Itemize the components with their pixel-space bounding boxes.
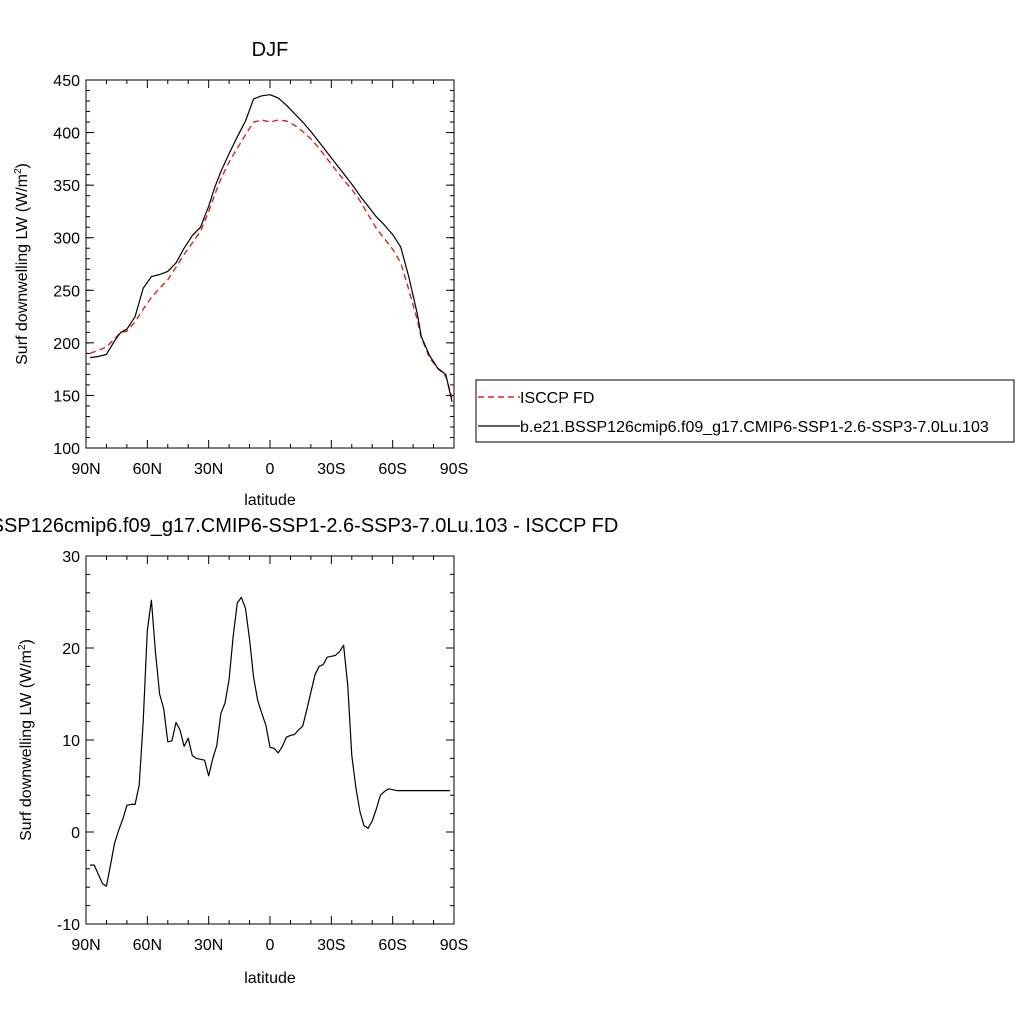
top-ytick-label: 250 — [53, 283, 80, 300]
top-xtick-label: 90S — [440, 461, 468, 478]
top-y-label-close: ) — [14, 163, 31, 168]
panel-bottom: b.e21.BSSP126cmip6.f09_g17.CMIP6-SSP1-2.… — [0, 515, 618, 987]
bottom-lines — [90, 596, 450, 887]
bottom-y-label-main: Surf downwelling LW (W/m — [18, 650, 35, 841]
top-ytick-label: 300 — [53, 231, 80, 248]
top-y-label: Surf downwelling LW (W/m2) — [13, 163, 31, 365]
bottom-y-label: Surf downwelling LW (W/m2) — [17, 639, 35, 841]
top-xtick-label: 60N — [133, 461, 162, 478]
top-xtick-label: 30N — [194, 461, 223, 478]
bottom-xtick-label: 60S — [378, 937, 406, 954]
bottom-xtick-label: 90N — [71, 937, 100, 954]
top-xtick-label: 0 — [266, 461, 275, 478]
top-lines — [89, 94, 453, 402]
legend-label-model: b.e21.BSSP126cmip6.f09_g17.CMIP6-SSP1-2.… — [520, 419, 989, 436]
top-ytick-label: 100 — [53, 441, 80, 458]
top-xtick-label: 90N — [71, 461, 100, 478]
top-xtick-label: 30S — [317, 461, 345, 478]
top-ytick-label: 200 — [53, 336, 80, 353]
bottom-y-label-close: ) — [18, 639, 35, 644]
top-ytick-label: 350 — [53, 178, 80, 195]
bottom-xtick-label: 90S — [440, 937, 468, 954]
legend-label-isccp: ISCCP FD — [520, 390, 594, 407]
top-ticks: 90N 60N 30N 0 30S 60S 90S 100 150 200 250 300 350 400… — [53, 73, 468, 478]
bottom-plot-frame — [85, 555, 455, 925]
bottom-ytick-label: 10 — [62, 733, 80, 750]
bottom-x-label: latitude — [244, 970, 296, 987]
bottom-xtick-label: 60N — [133, 937, 162, 954]
legend: ISCCP FD b.e21.BSSP126cmip6.f09_g17.CMIP… — [475, 379, 1015, 443]
bottom-y-label-sup: 2 — [17, 644, 28, 650]
top-ytick-label: 450 — [53, 73, 80, 90]
bottom-ytick-label: -10 — [57, 917, 80, 934]
bottom-ticks: 90N 60N 30N 0 30S 60S 90S -10 0 10 20 30 — [57, 549, 468, 954]
bottom-title: b.e21.BSSP126cmip6.f09_g17.CMIP6-SSP1-2.… — [0, 515, 618, 537]
panel-top: DJF 90N 60N 30N 0 30S 60S 90S 100 150 200 250 300 35… — [13, 39, 1015, 509]
top-x-label: latitude — [244, 492, 296, 509]
top-xtick-label: 60S — [378, 461, 406, 478]
legend-box — [475, 379, 1015, 443]
top-ytick-label: 400 — [53, 126, 80, 143]
top-title: DJF — [252, 39, 289, 61]
bottom-xtick-label: 0 — [266, 937, 275, 954]
bottom-ytick-label: 30 — [62, 549, 80, 566]
bottom-ytick-label: 0 — [71, 825, 80, 842]
top-series-line-0 — [89, 119, 453, 398]
top-y-label-main: Surf downwelling LW (W/m — [14, 174, 31, 365]
top-series-line-1 — [90, 94, 453, 402]
bottom-xtick-label: 30N — [194, 937, 223, 954]
top-plot-frame — [85, 79, 455, 449]
bottom-ytick-label: 20 — [62, 641, 80, 658]
top-y-label-sup: 2 — [13, 168, 24, 174]
bottom-xtick-label: 30S — [317, 937, 345, 954]
top-ytick-label: 150 — [53, 388, 80, 405]
bottom-series-line-0 — [90, 596, 450, 887]
